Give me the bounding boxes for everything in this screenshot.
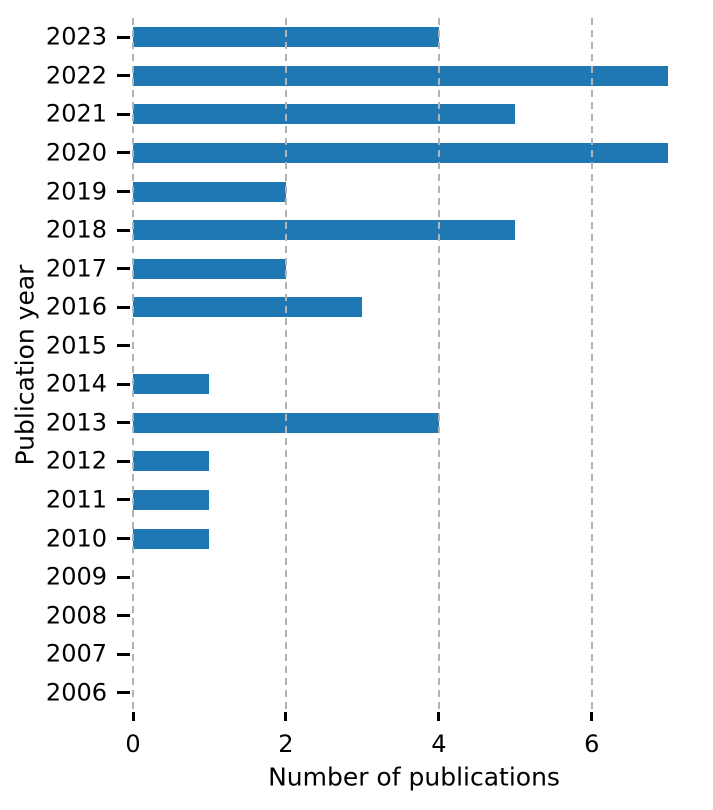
y-tick-2021 bbox=[117, 112, 130, 116]
y-tick-label-2012: 2012 bbox=[45, 446, 107, 475]
y-tick-2023 bbox=[117, 35, 130, 39]
bar-2010 bbox=[133, 528, 210, 549]
y-tick-label-2007: 2007 bbox=[45, 639, 107, 668]
bar-2020 bbox=[133, 142, 669, 163]
x-tick-0 bbox=[131, 712, 135, 721]
bar-2022 bbox=[133, 65, 669, 86]
bar-2019 bbox=[133, 181, 286, 202]
y-tick-label-2006: 2006 bbox=[45, 678, 107, 707]
bar-2018 bbox=[133, 220, 516, 241]
y-tick-2008 bbox=[117, 614, 130, 618]
y-tick-label-2014: 2014 bbox=[45, 369, 107, 398]
y-tick-label-2019: 2019 bbox=[45, 177, 107, 206]
x-tick-4 bbox=[437, 712, 441, 721]
gridline-x-2 bbox=[284, 18, 287, 712]
x-tick-2 bbox=[284, 712, 288, 721]
y-tick-label-2017: 2017 bbox=[45, 254, 107, 283]
x-tick-6 bbox=[590, 712, 594, 721]
y-tick-label-2010: 2010 bbox=[45, 524, 107, 553]
y-tick-2018 bbox=[117, 228, 130, 232]
y-tick-2015 bbox=[117, 344, 130, 348]
y-tick-label-2022: 2022 bbox=[45, 61, 107, 90]
bar-2012 bbox=[133, 451, 210, 472]
y-tick-2012 bbox=[117, 459, 130, 463]
y-tick-2020 bbox=[117, 151, 130, 155]
x-tick-label-0: 0 bbox=[125, 730, 141, 758]
y-tick-label-2009: 2009 bbox=[45, 562, 107, 591]
y-tick-label-2008: 2008 bbox=[45, 601, 107, 630]
bar-2014 bbox=[133, 374, 210, 395]
y-tick-2019 bbox=[117, 190, 130, 193]
y-tick-label-2016: 2016 bbox=[45, 292, 107, 321]
y-tick-label-2015: 2015 bbox=[45, 331, 107, 360]
bar-2011 bbox=[133, 489, 210, 510]
y-tick-2011 bbox=[117, 498, 130, 502]
y-tick-2009 bbox=[117, 575, 130, 579]
y-tick-label-2018: 2018 bbox=[45, 215, 107, 244]
y-tick-2014 bbox=[117, 382, 130, 386]
y-tick-2013 bbox=[117, 421, 130, 425]
gridline-x-0 bbox=[132, 18, 134, 712]
x-tick-label-4: 4 bbox=[431, 730, 447, 758]
gridline-x-6 bbox=[590, 18, 593, 712]
y-tick-2022 bbox=[117, 74, 130, 78]
y-tick-2010 bbox=[117, 537, 130, 540]
y-tick-2016 bbox=[117, 305, 130, 309]
x-tick-label-2: 2 bbox=[278, 730, 294, 758]
y-tick-label-2013: 2013 bbox=[45, 408, 107, 437]
x-tick-label-6: 6 bbox=[584, 730, 600, 758]
x-axis-title: Number of publications bbox=[268, 762, 560, 792]
gridline-x-4 bbox=[437, 18, 440, 712]
bar-2021 bbox=[133, 104, 516, 125]
y-tick-2006 bbox=[117, 691, 130, 695]
bar-2017 bbox=[133, 258, 286, 279]
y-tick-label-2011: 2011 bbox=[45, 485, 107, 514]
y-tick-2017 bbox=[117, 267, 130, 271]
y-tick-label-2020: 2020 bbox=[45, 138, 107, 167]
plot-area bbox=[132, 18, 695, 712]
bar-2016 bbox=[133, 297, 363, 318]
y-tick-2007 bbox=[117, 652, 130, 656]
y-tick-label-2021: 2021 bbox=[45, 99, 107, 128]
y-tick-label-2023: 2023 bbox=[45, 22, 107, 51]
